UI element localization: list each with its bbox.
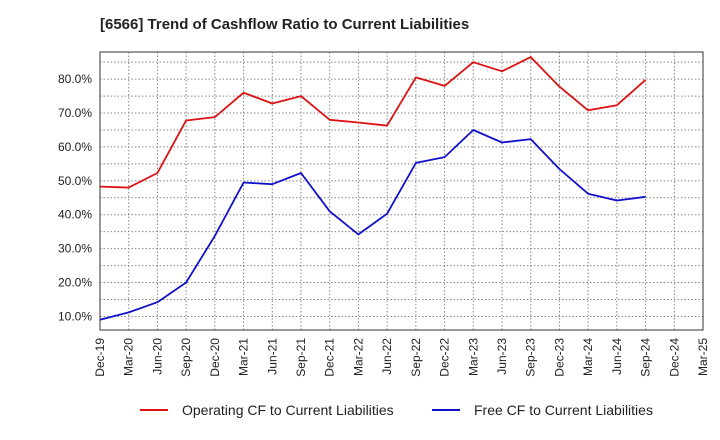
x-tick-label: Sep-23: [524, 338, 538, 377]
y-tick-label: 50.0%: [58, 174, 92, 188]
x-tick-label: Jun-20: [150, 338, 164, 375]
x-tick-label: Sep-21: [294, 338, 308, 377]
legend-label: Free CF to Current Liabilities: [474, 402, 653, 418]
legend-label: Operating CF to Current Liabilities: [182, 402, 394, 418]
x-tick-label: Mar-25: [696, 338, 710, 376]
x-tick-label: Mar-22: [351, 338, 365, 376]
x-tick-label: Sep-22: [409, 338, 423, 377]
x-tick-label: Dec-19: [93, 338, 107, 377]
x-tick-label: Jun-21: [265, 338, 279, 375]
x-tick-label: Jun-22: [380, 338, 394, 375]
y-tick-label: 60.0%: [58, 140, 92, 154]
y-tick-label: 30.0%: [58, 242, 92, 256]
x-tick-label: Sep-24: [639, 338, 653, 377]
x-tick-label: Mar-20: [122, 338, 136, 376]
series-line-operating-cf: [99, 56, 647, 189]
y-tick-label: 20.0%: [58, 276, 92, 290]
x-tick-label: Dec-22: [438, 338, 452, 377]
plot-area: [100, 52, 703, 330]
x-tick-label: Dec-23: [552, 338, 566, 377]
y-tick-label: 40.0%: [58, 208, 92, 222]
x-tick-label: Dec-21: [323, 338, 337, 377]
chart-title: [6566] Trend of Cashflow Ratio to Curren…: [100, 16, 470, 33]
x-tick-label: Jun-23: [495, 338, 509, 375]
x-tick-label: Mar-23: [466, 338, 480, 376]
x-tick-label: Dec-24: [667, 338, 681, 377]
x-tick-label: Dec-20: [208, 338, 222, 377]
x-tick-label: Sep-20: [179, 338, 193, 377]
series-line-free-cf: [99, 129, 646, 321]
x-tick-label: Mar-24: [581, 338, 595, 376]
y-tick-label: 10.0%: [58, 309, 92, 323]
x-tick-label: Jun-24: [610, 338, 624, 375]
x-tick-label: Mar-21: [237, 338, 251, 376]
y-tick-label: 80.0%: [58, 72, 92, 86]
plot-border: [99, 51, 704, 331]
y-tick-label: 70.0%: [58, 106, 92, 120]
